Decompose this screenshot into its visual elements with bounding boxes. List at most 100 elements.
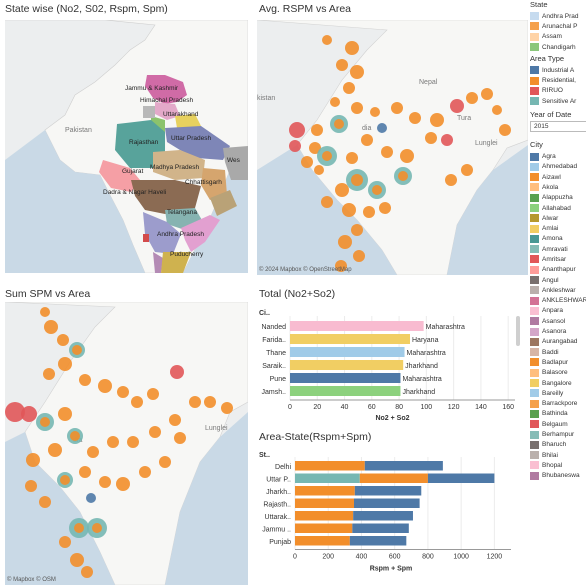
total-bar[interactable] (290, 373, 400, 383)
city-bubble[interactable] (345, 41, 359, 55)
city-legend-item[interactable]: Alappuzha (528, 193, 586, 203)
city-bubble[interactable] (147, 388, 159, 400)
city-bubble[interactable] (481, 88, 493, 100)
city-bubble[interactable] (116, 477, 130, 491)
city-bubble[interactable] (79, 374, 91, 386)
area-bar-segment[interactable] (295, 499, 354, 509)
city-bubble[interactable] (361, 134, 373, 146)
city-legend-item[interactable]: Angul (528, 275, 586, 285)
city-bubble[interactable] (159, 456, 171, 468)
city-bubble[interactable] (363, 206, 375, 218)
city-bubble[interactable] (322, 35, 332, 45)
city-bubble[interactable] (350, 65, 364, 79)
city-bubble[interactable] (445, 174, 457, 186)
city-legend-item[interactable]: Barrackpore (528, 399, 586, 409)
city-bubble[interactable] (21, 406, 37, 422)
city-bubble[interactable] (74, 523, 84, 533)
city-bubble[interactable] (87, 446, 99, 458)
city-bubble[interactable] (353, 250, 365, 262)
city-bubble[interactable] (25, 480, 37, 492)
area-bar-segment[interactable] (428, 474, 494, 484)
city-bubble[interactable] (169, 414, 181, 426)
city-bubble[interactable] (377, 123, 387, 133)
city-legend-item[interactable]: Amravati (528, 244, 586, 254)
city-legend-item[interactable]: Bhopal (528, 460, 586, 470)
city-bubble[interactable] (131, 396, 143, 408)
city-bubble[interactable] (86, 493, 96, 503)
city-bubble[interactable] (499, 124, 511, 136)
city-legend-item[interactable]: Bharuch (528, 440, 586, 450)
city-bubble[interactable] (60, 475, 70, 485)
city-bubble[interactable] (466, 92, 478, 104)
city-legend-item[interactable]: Ahmedabad (528, 162, 586, 172)
city-bubble[interactable] (381, 146, 393, 158)
city-legend-item[interactable]: Allahabad (528, 203, 586, 213)
city-bubble[interactable] (127, 436, 139, 448)
city-bubble[interactable] (92, 523, 102, 533)
city-bubble[interactable] (335, 183, 349, 197)
city-bubble[interactable] (289, 140, 301, 152)
city-bubble[interactable] (204, 396, 216, 408)
city-legend-item[interactable]: Ananthapur (528, 265, 586, 275)
city-legend-item[interactable]: Anpara (528, 306, 586, 316)
city-bubble[interactable] (330, 97, 340, 107)
rspm-map[interactable]: kistan Nepal dia Tura Lunglei © 2024 Map… (257, 20, 528, 275)
city-legend-item[interactable]: Aurangabad (528, 337, 586, 347)
city-bubble[interactable] (174, 432, 186, 444)
year-select[interactable]: 2015 (530, 121, 586, 132)
city-bubble[interactable] (398, 171, 408, 181)
total-bar[interactable] (290, 334, 410, 344)
city-bubble[interactable] (430, 113, 444, 127)
spm-map[interactable]: dia Lunglei © Mapbox © OSM (5, 302, 248, 585)
area-bar-segment[interactable] (365, 461, 443, 471)
area-bar-segment[interactable] (355, 486, 421, 496)
total-bar[interactable] (290, 386, 400, 396)
city-bubble[interactable] (492, 105, 502, 115)
total-bar[interactable] (290, 347, 405, 357)
city-legend-item[interactable]: Amlai (528, 223, 586, 233)
city-bubble[interactable] (58, 407, 72, 421)
city-bubble[interactable] (58, 357, 72, 371)
area-bar-segment[interactable] (350, 536, 406, 546)
city-legend-item[interactable]: Asansol (528, 316, 586, 326)
city-bubble[interactable] (26, 453, 40, 467)
state-map[interactable]: Pakistan Jammu & Kashmir Himachal Prades… (5, 20, 248, 273)
city-bubble[interactable] (79, 466, 91, 478)
total-bar[interactable] (290, 321, 424, 331)
city-bubble[interactable] (311, 124, 323, 136)
city-legend-item[interactable]: Berhampur (528, 429, 586, 439)
area-type-legend-item[interactable]: Residential, (528, 75, 586, 85)
city-legend-item[interactable]: Bhubaneswa (528, 471, 586, 481)
city-bubble[interactable] (107, 436, 119, 448)
city-bubble[interactable] (221, 402, 233, 414)
city-legend-item[interactable]: Agra (528, 151, 586, 161)
city-bubble[interactable] (59, 536, 71, 548)
city-bubble[interactable] (379, 202, 391, 214)
area-type-legend-item[interactable]: RIRUO (528, 86, 586, 96)
city-bubble[interactable] (351, 174, 363, 186)
city-legend-item[interactable]: Amritsar (528, 254, 586, 264)
state-legend-item[interactable]: Chandigarh (528, 42, 586, 52)
city-bubble[interactable] (391, 102, 403, 114)
city-bubble[interactable] (450, 99, 464, 113)
city-bubble[interactable] (44, 320, 58, 334)
area-type-legend-item[interactable]: Sensitive Ar (528, 96, 586, 106)
city-bubble[interactable] (40, 307, 50, 317)
city-bubble[interactable] (346, 152, 358, 164)
area-bar-segment[interactable] (295, 536, 350, 546)
city-legend-item[interactable]: Belgaum (528, 419, 586, 429)
total-chart-scrollbar[interactable] (516, 316, 520, 346)
area-bar-segment[interactable] (295, 474, 360, 484)
area-bar-segment[interactable] (354, 499, 420, 509)
state-legend-item[interactable]: Andhra Prad (528, 11, 586, 21)
city-legend-item[interactable]: Balasore (528, 368, 586, 378)
city-bubble[interactable] (334, 119, 344, 129)
city-bubble[interactable] (409, 112, 421, 124)
city-legend-item[interactable]: Amona (528, 234, 586, 244)
state-punjab[interactable] (143, 106, 155, 118)
city-bubble[interactable] (39, 496, 51, 508)
state-legend-item[interactable]: Arunachal P (528, 21, 586, 31)
city-bubble[interactable] (149, 426, 161, 438)
city-bubble[interactable] (43, 368, 55, 380)
city-bubble[interactable] (351, 102, 363, 114)
